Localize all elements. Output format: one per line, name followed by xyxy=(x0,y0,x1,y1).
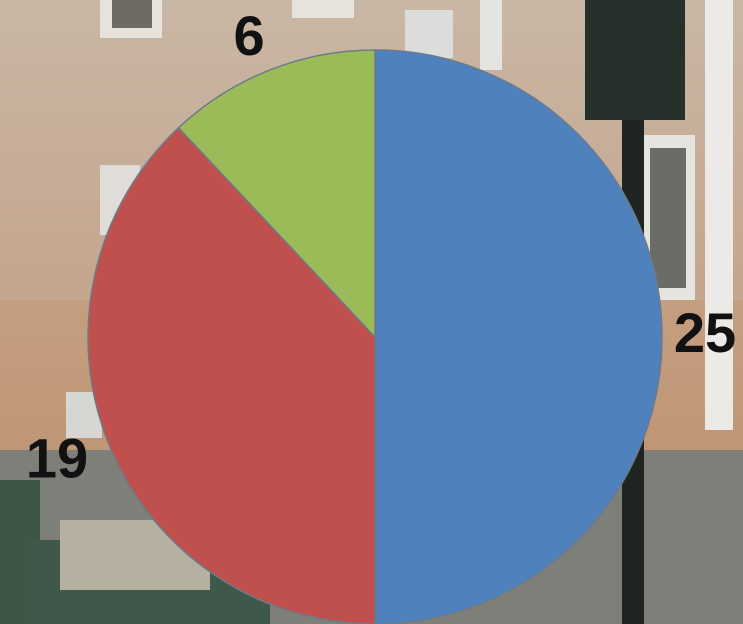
pie xyxy=(87,49,663,624)
data-label: 25 xyxy=(674,301,736,364)
data-label: 19 xyxy=(26,427,88,490)
pie-slice xyxy=(374,49,663,624)
pie-slice xyxy=(87,126,376,624)
pie-slice xyxy=(177,49,376,339)
data-label: 6 xyxy=(234,4,265,67)
